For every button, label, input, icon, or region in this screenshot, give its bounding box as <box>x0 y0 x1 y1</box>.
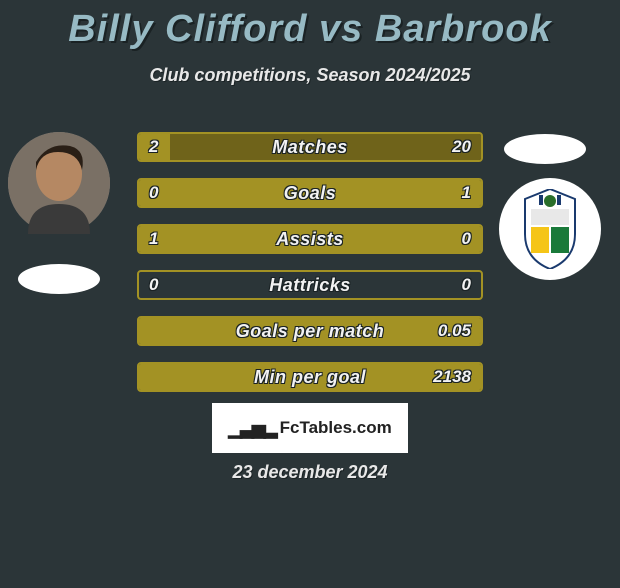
watermark: ▁▃▅▂ FcTables.com <box>212 403 408 453</box>
bar-row: 00Hattricks <box>137 270 483 300</box>
bar-label: Min per goal <box>139 364 481 390</box>
subtitle: Club competitions, Season 2024/2025 <box>0 65 620 86</box>
chart-icon: ▁▃▅▂ <box>228 418 275 439</box>
player-left-avatar <box>8 132 110 234</box>
bar-label: Goals <box>139 180 481 206</box>
bar-label: Hattricks <box>139 272 481 298</box>
watermark-text: FcTables.com <box>280 418 392 438</box>
page-title: Billy Clifford vs Barbrook <box>0 8 620 51</box>
bar-row: 2138Min per goal <box>137 362 483 392</box>
player-left-club-badge <box>18 264 100 294</box>
bar-row: 220Matches <box>137 132 483 162</box>
player-right-club-crest <box>499 178 601 280</box>
comparison-bars: 220Matches 01Goals 10Assists 00Hattricks 0.0… <box>137 132 483 408</box>
player-right-avatar-placeholder <box>504 134 586 164</box>
date-label: 23 december 2024 <box>0 462 620 483</box>
bar-row: 01Goals <box>137 178 483 208</box>
bar-label: Goals per match <box>139 318 481 344</box>
bar-label: Matches <box>139 134 481 160</box>
bar-row: 0.05Goals per match <box>137 316 483 346</box>
bar-row: 10Assists <box>137 224 483 254</box>
bar-label: Assists <box>139 226 481 252</box>
